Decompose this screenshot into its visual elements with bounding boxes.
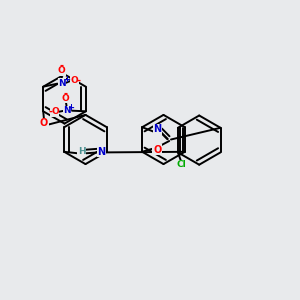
Text: N: N (63, 106, 71, 115)
Text: -: - (59, 61, 64, 71)
Text: -: - (49, 107, 53, 117)
Text: N: N (153, 124, 161, 134)
Text: +: + (63, 75, 70, 84)
Text: -: - (64, 88, 68, 98)
Text: Cl: Cl (177, 160, 186, 169)
Text: O: O (62, 94, 70, 103)
Text: O: O (58, 66, 65, 75)
Text: +: + (68, 103, 75, 112)
Text: O: O (40, 118, 48, 128)
Text: -: - (77, 75, 81, 85)
Text: O: O (71, 76, 79, 85)
Text: N: N (58, 79, 66, 88)
Text: O: O (51, 107, 59, 116)
Text: H: H (78, 147, 86, 156)
Text: N: N (97, 147, 106, 157)
Text: O: O (153, 145, 161, 155)
